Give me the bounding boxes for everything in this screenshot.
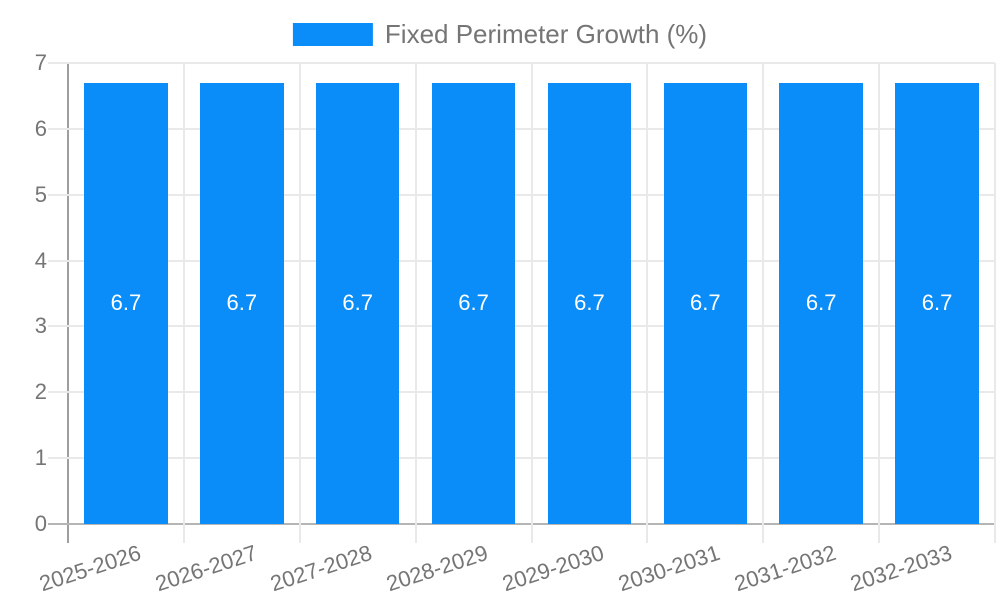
- legend: Fixed Perimeter Growth (%): [292, 19, 708, 50]
- y-axis-tick-label: 6: [34, 115, 47, 141]
- gridline-vertical: [762, 63, 765, 543]
- bar-2032-2033[interactable]: 6.7: [895, 82, 979, 524]
- gridline-vertical: [994, 63, 996, 543]
- gridline-horizontal: [48, 127, 995, 130]
- gridline-vertical: [878, 63, 881, 543]
- bar-value-label: 6.7: [805, 290, 837, 316]
- x-axis-tick-label: 2026-2027: [151, 540, 260, 597]
- gridline-horizontal: [48, 457, 995, 460]
- gridline-horizontal: [48, 391, 995, 394]
- bar-2026-2027[interactable]: 6.7: [200, 82, 284, 524]
- legend-swatch: [292, 23, 373, 46]
- bar-2030-2031[interactable]: 6.7: [663, 82, 748, 524]
- x-axis-tick-label: 2032-2033: [846, 540, 955, 597]
- bar-2029-2030[interactable]: 6.7: [547, 82, 632, 524]
- x-axis-tick-label: 2029-2030: [499, 540, 608, 597]
- bar-2027-2028[interactable]: 6.7: [315, 82, 400, 524]
- x-axis-tick-label: 2028-2029: [383, 540, 492, 597]
- bar-value-label: 6.7: [342, 290, 373, 316]
- y-axis-tick-label: 1: [34, 445, 47, 471]
- bar-value-label: 6.7: [110, 290, 142, 316]
- y-axis-tick-label: 2: [34, 379, 47, 405]
- bar-value-label: 6.7: [574, 290, 605, 316]
- bar-value-label: 6.7: [458, 290, 489, 316]
- gridline-vertical: [646, 63, 649, 543]
- gridline-vertical: [414, 63, 417, 543]
- y-axis-tick-label: 4: [34, 247, 47, 273]
- x-axis-baseline: [48, 523, 995, 525]
- bar-2025-2026[interactable]: 6.7: [84, 82, 168, 524]
- x-axis-tick-label: 2025-2026: [35, 540, 144, 597]
- gridline-vertical: [298, 63, 301, 543]
- y-axis-tick-label: 5: [34, 181, 47, 207]
- bar-value-label: 6.7: [921, 290, 953, 316]
- gridline-horizontal: [48, 62, 995, 64]
- y-axis-tick-label: 0: [34, 511, 47, 536]
- bar-value-label: 6.7: [690, 290, 721, 316]
- gridline-vertical: [530, 63, 533, 543]
- gridline-horizontal: [48, 325, 995, 328]
- gridline-horizontal: [48, 259, 995, 262]
- bar-2031-2032[interactable]: 6.7: [779, 82, 863, 524]
- bar-2028-2029[interactable]: 6.7: [431, 82, 516, 524]
- x-axis-tick-label: 2030-2031: [615, 540, 724, 597]
- y-axis-line: [67, 63, 69, 543]
- y-axis-tick-label: 7: [34, 50, 47, 75]
- x-axis-tick-label: 2027-2028: [267, 540, 376, 597]
- y-axis-tick-label: 3: [34, 313, 47, 339]
- gridline-vertical: [182, 63, 185, 543]
- legend-label: Fixed Perimeter Growth (%): [384, 19, 708, 49]
- bar-value-label: 6.7: [226, 290, 258, 316]
- gridline-horizontal: [48, 193, 995, 196]
- x-axis-tick-label: 2031-2032: [731, 540, 839, 597]
